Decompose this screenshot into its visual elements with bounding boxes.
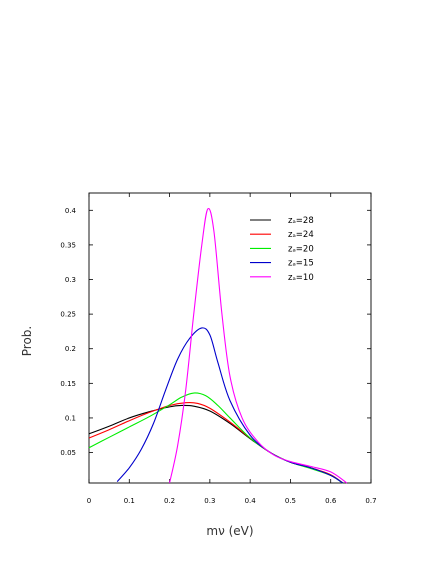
series-layer xyxy=(88,207,348,484)
x-tick-label: 0.5 xyxy=(285,497,296,505)
series-line-2 xyxy=(88,392,344,484)
y-tick-label: 0.3 xyxy=(65,276,76,284)
x-tick-label: 0.1 xyxy=(124,497,135,505)
legend-label-2: zₐ=20 xyxy=(288,244,314,254)
legend-label-0: zₐ=28 xyxy=(288,216,314,226)
legend-label-4: zₐ=10 xyxy=(288,273,314,283)
x-tick-label: 0.7 xyxy=(365,497,376,505)
y-tick-label: 0.25 xyxy=(60,311,76,319)
plot-frame xyxy=(88,192,372,484)
series-line-3 xyxy=(116,327,344,484)
legend-label-1: zₐ=24 xyxy=(288,230,314,240)
legend-label-3: zₐ=15 xyxy=(288,259,314,269)
x-tick-label: 0 xyxy=(87,497,91,505)
x-tick-label: 0.2 xyxy=(164,497,175,505)
y-tick-label: 0.2 xyxy=(65,345,76,353)
series-line-4 xyxy=(169,207,348,484)
y-tick-label: 0.4 xyxy=(65,207,77,215)
x-tick-label: 0.4 xyxy=(245,497,257,505)
y-tick-label: 0.15 xyxy=(60,380,76,388)
x-tick-label: 0.6 xyxy=(325,497,337,505)
x-tick-label: 0.3 xyxy=(204,497,215,505)
legend: zₐ=28 zₐ=24 zₐ=20 zₐ=15 zₐ=10 xyxy=(250,216,314,283)
y-tick-label: 0.35 xyxy=(60,241,76,249)
ticks-layer: 0 0.1 0.2 0.3 0.4 0.5 0.6 0.7 0.05 0.1 0.15 0.2 0.25… xyxy=(60,193,377,505)
y-tick-label: 0.05 xyxy=(60,449,76,457)
x-axis-title: mν (eV) xyxy=(206,524,253,538)
y-tick-label: 0.1 xyxy=(65,414,76,422)
y-axis-title: Prob. xyxy=(20,326,34,356)
